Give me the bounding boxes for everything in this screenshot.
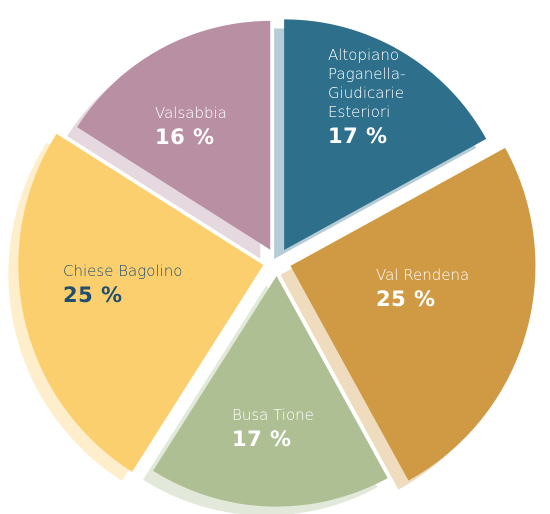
- slice: [152, 275, 388, 507]
- category-label: Altopiano Paganella-Giudicarie Esteriori: [328, 46, 406, 121]
- slice: [18, 133, 264, 472]
- value-label: 17 %: [232, 427, 292, 451]
- value-label: 25 %: [63, 283, 123, 307]
- slice-label: Altopiano Paganella-Giudicarie Esteriori…: [328, 46, 438, 150]
- slice: [77, 20, 271, 250]
- slice-label: Valsabbia 16 %: [155, 104, 265, 151]
- value-label: 16 %: [155, 125, 215, 149]
- slice-label: Busa Tione 17 %: [232, 406, 352, 453]
- slice: [290, 147, 536, 481]
- value-label: 17 %: [328, 124, 388, 148]
- slice: [284, 19, 487, 250]
- category-label: Chiese Bagolino: [63, 262, 183, 280]
- slice-label: Chiese Bagolino 25 %: [63, 262, 223, 309]
- category-label: Val Rendena: [376, 266, 470, 284]
- category-label: Busa Tione: [232, 406, 314, 424]
- category-label: Valsabbia: [155, 104, 227, 122]
- slice-label: Val Rendena 25 %: [376, 266, 506, 313]
- value-label: 25 %: [376, 287, 436, 311]
